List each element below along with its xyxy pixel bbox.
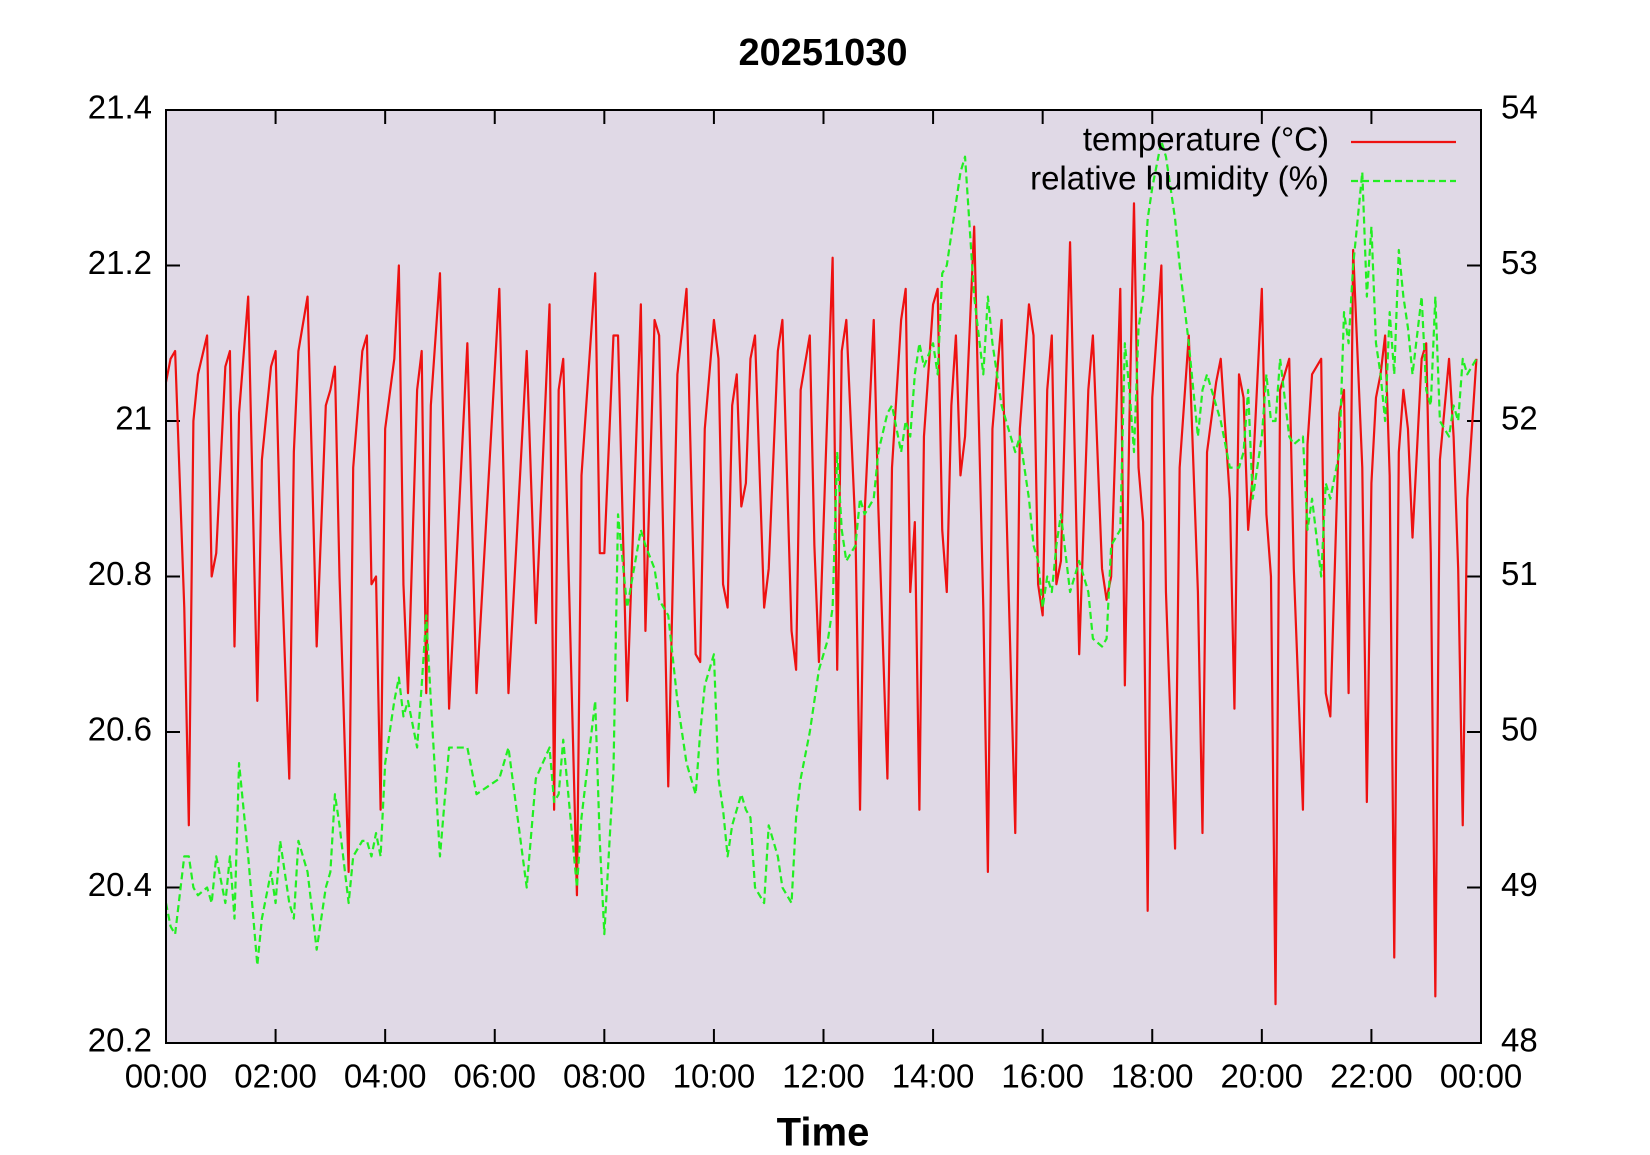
x-tick-label: 22:00: [1330, 1058, 1413, 1095]
y-tick-label: 21: [115, 400, 152, 437]
y-tick-label: 21.2: [88, 244, 152, 281]
y-tick-label: 20.8: [88, 555, 152, 592]
chart-title: 20251030: [738, 32, 907, 74]
x-tick-label: 00:00: [125, 1058, 208, 1095]
y2-tick-label: 48: [1501, 1022, 1538, 1059]
x-tick-label: 14:00: [892, 1058, 975, 1095]
y-tick-label: 20.2: [88, 1022, 152, 1059]
x-tick-label: 16:00: [1001, 1058, 1084, 1095]
plot-frame: [165, 109, 1482, 1044]
y2-tick-label: 50: [1501, 711, 1538, 748]
y2-tick-label: 53: [1501, 244, 1538, 281]
y2-tick-label: 51: [1501, 555, 1538, 592]
x-tick-label: 20:00: [1221, 1058, 1304, 1095]
plot-area: [166, 110, 1481, 1043]
data-line: [164, 202, 1478, 1006]
data-line: [164, 140, 1478, 967]
y2-tick-label: 49: [1501, 866, 1538, 903]
x-tick-label: 06:00: [453, 1058, 536, 1095]
x-tick-label: 00:00: [1440, 1058, 1523, 1095]
x-tick-label: 18:00: [1111, 1058, 1194, 1095]
x-tick-label: 08:00: [563, 1058, 646, 1095]
x-tick-label: 12:00: [782, 1058, 865, 1095]
legend-label: relative humidity (%): [1030, 160, 1329, 197]
y2-tick-label: 52: [1501, 400, 1538, 437]
x-tick-label: 04:00: [344, 1058, 427, 1095]
legend-label: temperature (°C): [1083, 121, 1329, 158]
y-tick-label: 21.4: [88, 89, 152, 126]
y-tick-label: 20.6: [88, 711, 152, 748]
y-tick-label: 20.4: [88, 866, 152, 903]
x-tick-label: 10:00: [673, 1058, 756, 1095]
x-tick-label: 02:00: [234, 1058, 317, 1095]
y2-tick-label: 54: [1501, 89, 1538, 126]
x-axis-label: Time: [777, 1111, 870, 1155]
